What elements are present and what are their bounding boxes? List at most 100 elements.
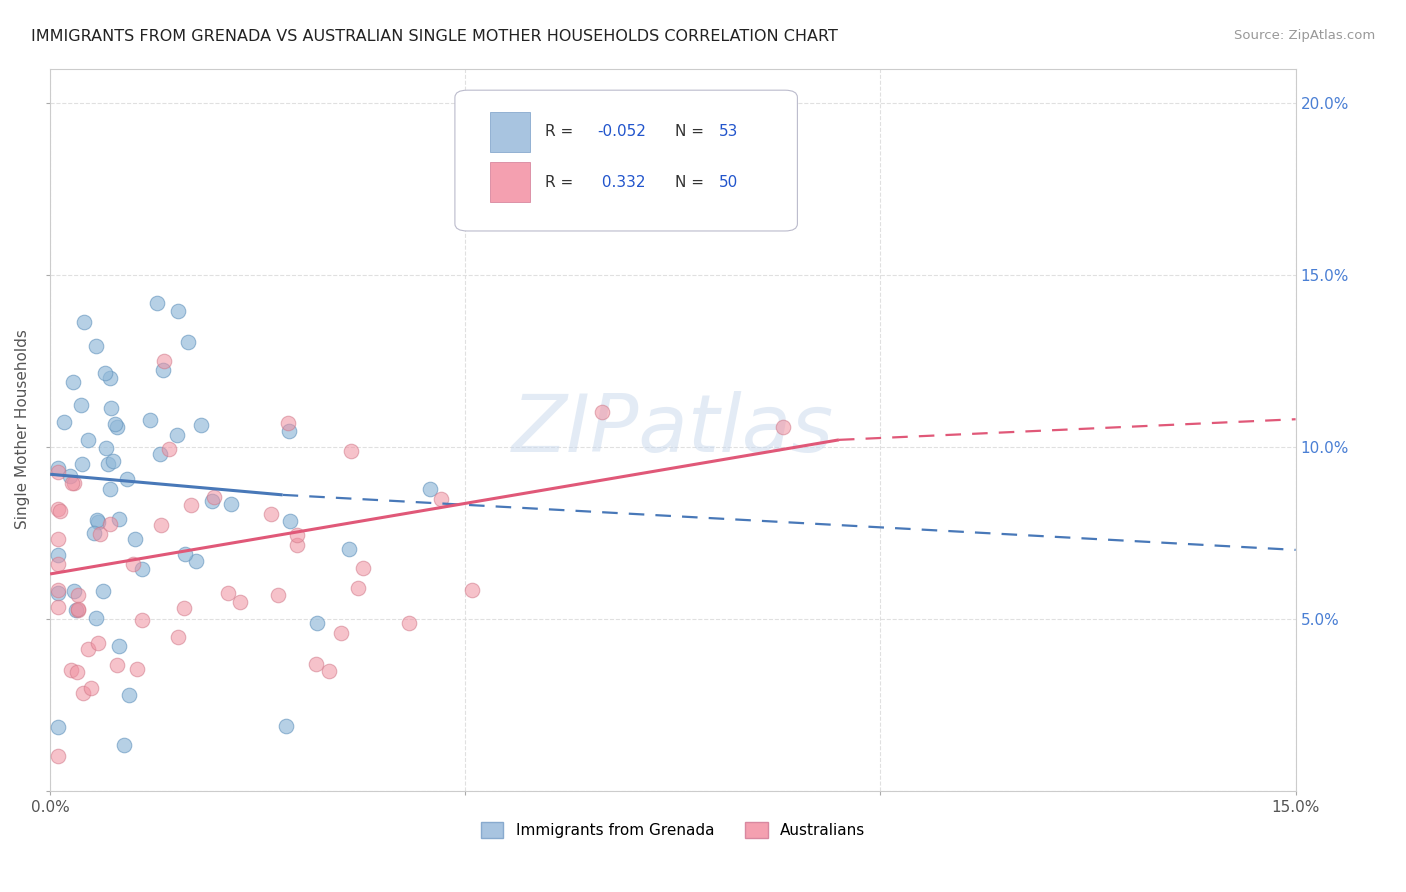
Point — [131, 562, 153, 576]
Point — [48, 461, 70, 475]
FancyBboxPatch shape — [489, 112, 530, 152]
FancyBboxPatch shape — [456, 90, 797, 231]
Point — [48, 582, 70, 597]
Point — [66, 601, 89, 615]
Point — [66, 588, 89, 602]
Point — [131, 614, 153, 628]
Point — [73, 315, 96, 329]
Point — [260, 508, 283, 522]
Point — [53, 415, 76, 429]
Point — [278, 514, 301, 528]
Point — [772, 420, 794, 434]
Point — [49, 504, 72, 518]
Point — [217, 586, 239, 600]
Point — [339, 443, 361, 458]
Text: ZIPatlas: ZIPatlas — [512, 391, 834, 468]
Y-axis label: Single Mother Households: Single Mother Households — [15, 330, 30, 530]
Point — [276, 719, 298, 733]
Point — [86, 513, 108, 527]
Text: 50: 50 — [718, 175, 738, 190]
Point — [221, 497, 243, 511]
Point — [318, 664, 340, 678]
Point — [429, 492, 451, 507]
Point — [149, 447, 172, 461]
Point — [105, 657, 128, 672]
Point — [285, 538, 308, 552]
Point — [184, 554, 207, 568]
Point — [285, 528, 308, 542]
Point — [150, 517, 173, 532]
Point — [305, 615, 328, 630]
Point — [229, 595, 252, 609]
Point — [180, 498, 202, 512]
Point — [146, 296, 169, 310]
Point — [70, 398, 93, 412]
Point — [65, 603, 87, 617]
Point — [87, 515, 110, 529]
Text: N =: N = — [675, 124, 709, 139]
Text: 53: 53 — [718, 124, 738, 139]
Point — [98, 370, 121, 384]
Point — [202, 490, 225, 504]
Point — [167, 630, 190, 644]
Point — [152, 363, 174, 377]
Text: R =: R = — [544, 124, 578, 139]
Point — [76, 433, 98, 447]
Point — [122, 557, 145, 571]
Point — [48, 600, 70, 615]
Point — [48, 749, 70, 764]
Point — [91, 584, 114, 599]
Point — [97, 457, 120, 471]
Point — [104, 417, 127, 432]
Point — [267, 588, 290, 602]
Point — [60, 476, 83, 491]
Point — [112, 738, 135, 752]
Point — [83, 525, 105, 540]
Point — [173, 547, 195, 561]
Point — [591, 404, 613, 418]
Point — [48, 720, 70, 734]
Point — [278, 424, 301, 438]
Point — [166, 427, 188, 442]
Point — [63, 476, 86, 491]
Legend: Immigrants from Grenada, Australians: Immigrants from Grenada, Australians — [474, 816, 872, 845]
Point — [124, 532, 146, 546]
Point — [398, 616, 420, 631]
Point — [66, 603, 89, 617]
Point — [60, 663, 83, 677]
Point — [167, 304, 190, 318]
Point — [100, 401, 122, 416]
Point — [48, 533, 70, 547]
Point — [48, 557, 70, 571]
Point — [80, 681, 103, 696]
Point — [108, 639, 131, 653]
Point — [153, 354, 176, 368]
Point — [94, 441, 117, 455]
Point — [63, 584, 86, 599]
Text: N =: N = — [675, 175, 709, 190]
Point — [157, 442, 180, 456]
Point — [139, 413, 162, 427]
Point — [48, 502, 70, 516]
Point — [304, 657, 326, 671]
Point — [66, 665, 89, 679]
Point — [84, 610, 107, 624]
Point — [48, 465, 70, 479]
Point — [461, 582, 484, 597]
Point — [77, 642, 100, 657]
Point — [48, 586, 70, 600]
Point — [329, 626, 352, 640]
Point — [48, 548, 70, 562]
Text: 0.332: 0.332 — [598, 175, 645, 190]
Text: R =: R = — [544, 175, 578, 190]
Point — [87, 636, 110, 650]
Point — [108, 512, 131, 526]
Point — [419, 482, 441, 496]
Point — [177, 335, 200, 350]
Point — [105, 420, 128, 434]
Point — [115, 472, 138, 486]
Point — [337, 541, 360, 556]
Point — [173, 600, 195, 615]
FancyBboxPatch shape — [489, 162, 530, 202]
Point — [347, 581, 370, 595]
